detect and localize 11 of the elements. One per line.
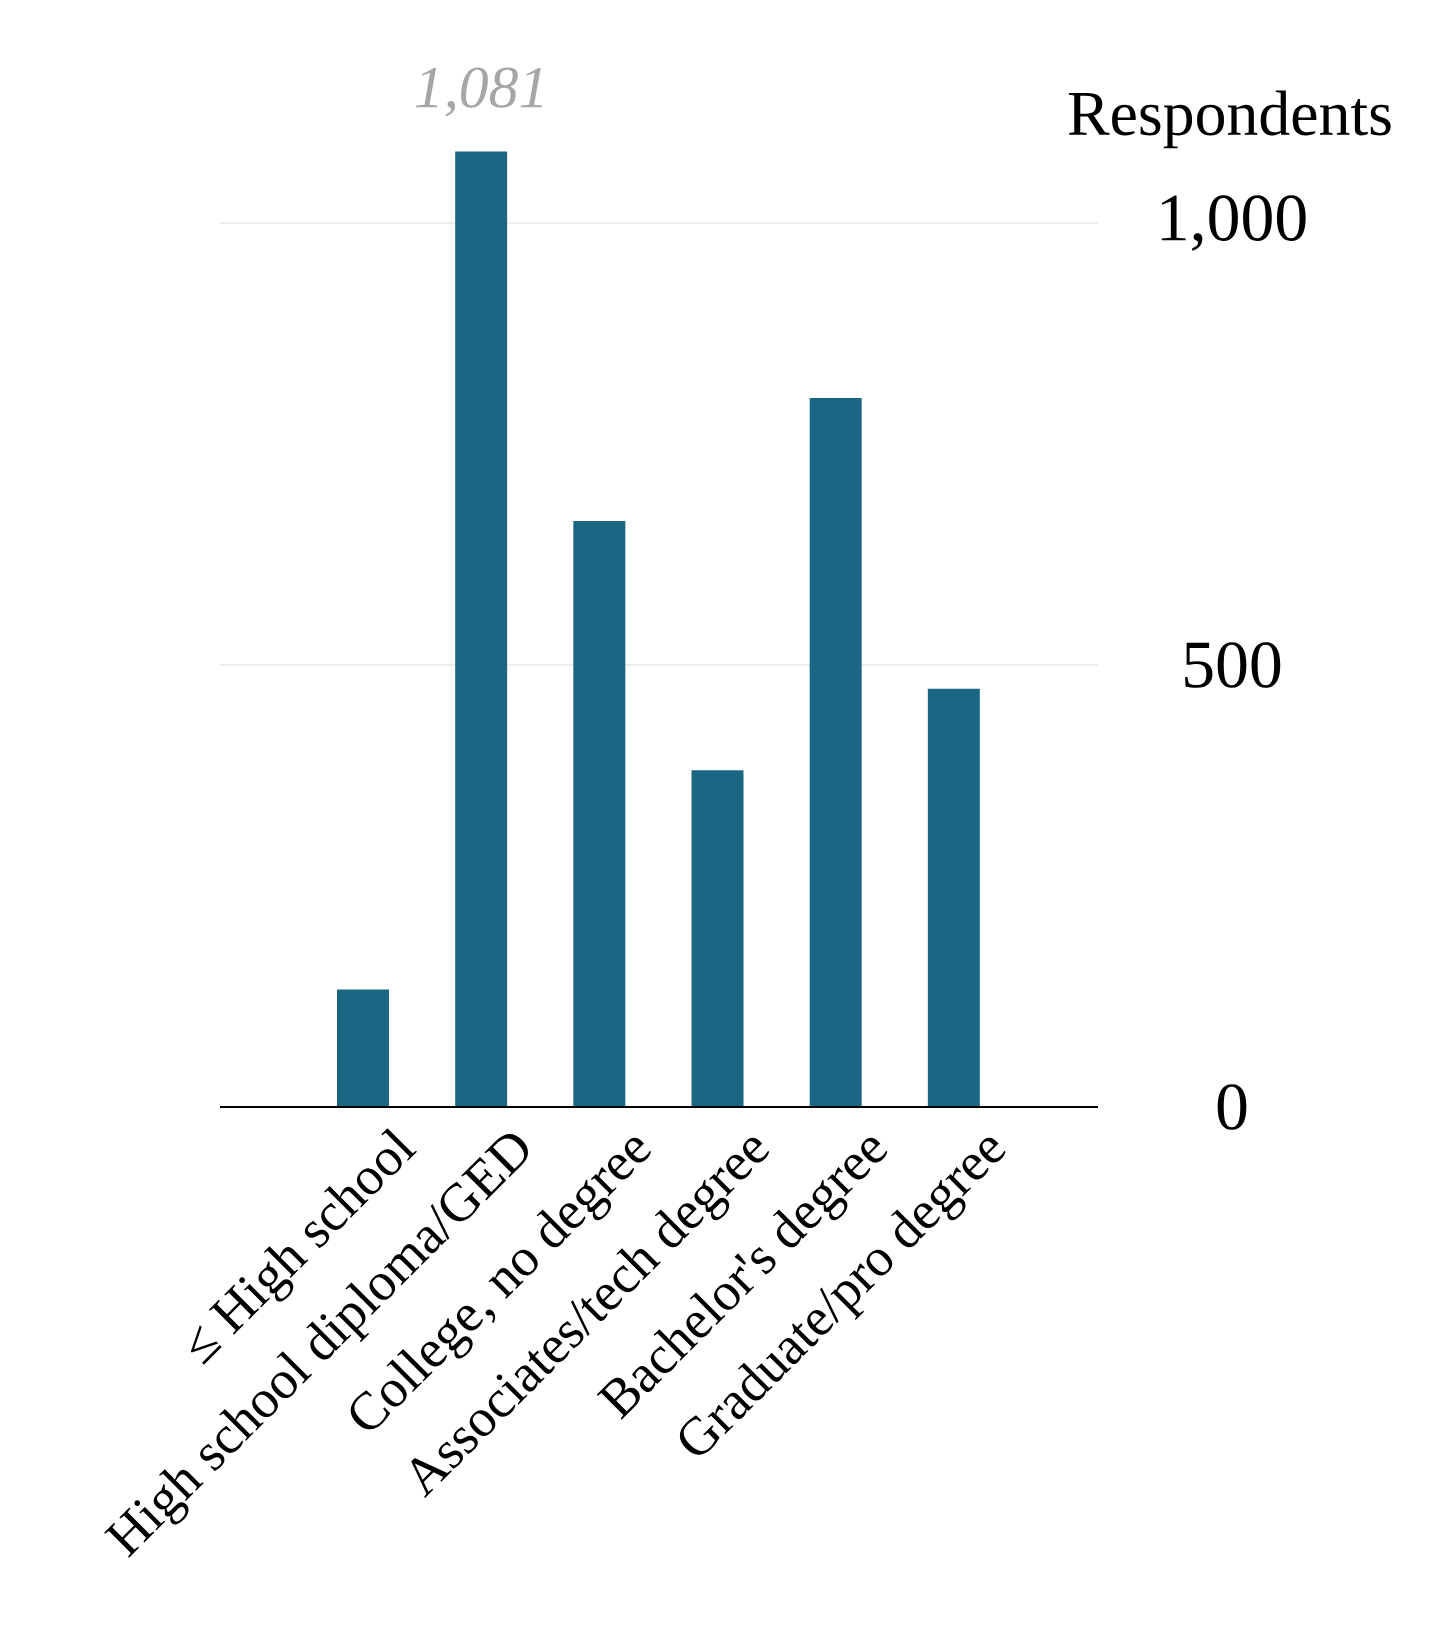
bar xyxy=(336,989,389,1107)
data-label: 1,081 xyxy=(416,67,542,117)
y-tick-label: 500 xyxy=(1185,642,1281,688)
bar xyxy=(691,770,744,1107)
bar xyxy=(927,688,980,1107)
y-tick-label: 0 xyxy=(1217,1084,1247,1130)
bar xyxy=(809,398,862,1107)
bar xyxy=(573,520,626,1107)
bar xyxy=(455,151,508,1107)
y-axis-title: Respondents xyxy=(1068,90,1391,149)
y-tick-label: 1,000 xyxy=(1161,195,1306,251)
